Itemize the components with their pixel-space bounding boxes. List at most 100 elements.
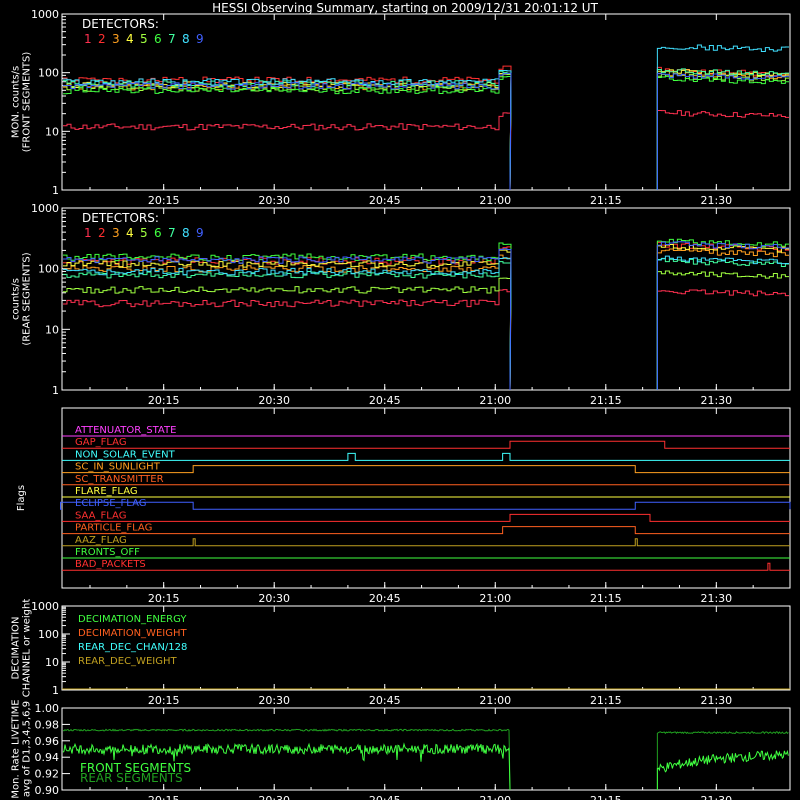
y-tick-label: 1000 [31, 202, 59, 215]
y-tick-label: 10 [45, 323, 59, 336]
legend-detector-4: 4 [126, 32, 134, 46]
series-line-detector-8 [63, 255, 789, 391]
decimation-y-axis-label: DECIMATION CHANNEL or weight [11, 599, 33, 698]
x-tick-label: 20:15 [148, 592, 180, 605]
flag-label: AAZ_FLAG [75, 535, 127, 546]
x-tick-label: 21:15 [590, 592, 622, 605]
y-axis-label-line: avg of D1,3,4,5,6,9 [22, 701, 33, 797]
x-tick-label: 21:15 [590, 794, 622, 800]
series-line-detector-1 [63, 109, 789, 191]
flag-label: NON_SOLAR_EVENT [75, 449, 176, 460]
x-tick-label: 21:30 [700, 694, 732, 707]
y-axis-label-line: Flags [16, 485, 27, 511]
legend-detector-3: 3 [112, 32, 120, 46]
flag-label: FLARE_FLAG [75, 486, 138, 497]
y-tick-label: 100 [38, 628, 59, 641]
y-tick-label: 0.94 [35, 751, 60, 764]
y-axis-label-line: Mon. Rate LIVETIME [11, 699, 22, 798]
x-tick-label: 21:30 [700, 592, 732, 605]
decimation-legend-item: DECIMATION_WEIGHT [78, 628, 187, 639]
x-tick-label: 21:15 [590, 394, 622, 407]
x-tick-label: 20:15 [148, 794, 180, 800]
y-tick-label: 1.00 [35, 702, 60, 715]
y-tick-label: 0.92 [35, 768, 60, 781]
y-tick-label: 1 [52, 184, 59, 197]
rear-panel-frame [61, 207, 791, 391]
x-tick-label: 21:15 [590, 194, 622, 207]
legend-detector-1: 1 [84, 226, 92, 240]
x-tick-label: 20:15 [148, 394, 180, 407]
x-tick-label: 21:30 [700, 794, 732, 800]
legend-detector-3: 3 [112, 226, 120, 240]
legend-detector-2: 2 [98, 226, 106, 240]
series-line-detector-4 [63, 244, 789, 391]
x-tick-label: 21:00 [479, 194, 511, 207]
flag-label: GAP_FLAG [75, 437, 127, 448]
livetime-panel-frame [61, 707, 791, 791]
x-tick-label: 20:30 [258, 694, 290, 707]
flag-label: PARTICLE_FLAG [75, 523, 152, 534]
x-tick-label: 20:45 [369, 694, 401, 707]
flag-line-eclipse-flag [60, 501, 791, 510]
y-tick-label: 1 [52, 384, 59, 397]
flag-line-sc-in-sunlight [62, 465, 790, 474]
figure-title: HESSI Observing Summary, starting on 200… [212, 1, 598, 15]
x-tick-label: 20:45 [369, 194, 401, 207]
flag-line-aaz-flag [62, 538, 790, 547]
x-tick-label: 20:30 [258, 194, 290, 207]
flag-label: SC_IN_SUNLIGHT [75, 462, 161, 473]
flag-line-bad-packets [62, 562, 790, 571]
x-tick-label: 21:00 [479, 794, 511, 800]
y-axis-label-line: (REAR SEGMENTS) [22, 252, 33, 345]
x-tick-label: 20:15 [148, 194, 180, 207]
legend-detector-9: 9 [196, 226, 204, 240]
legend-detector-6: 6 [154, 226, 162, 240]
x-tick-label: 20:45 [369, 794, 401, 800]
flag-label: SC_TRANSMITTER [75, 474, 164, 485]
x-tick-label: 20:45 [369, 394, 401, 407]
y-axis-label-line: MON. counts/s [11, 66, 22, 138]
y-axis-label-line: counts/s [11, 278, 22, 320]
y-tick-label: 1000 [31, 8, 59, 21]
series-line-detector-9 [63, 241, 789, 391]
y-tick-label: 10 [45, 656, 59, 669]
x-tick-label: 21:30 [700, 194, 732, 207]
flag-line-non-solar-event [62, 452, 790, 461]
series-line-detector-1 [63, 289, 789, 391]
flag-label: SAA_FLAG [75, 510, 126, 521]
x-tick-label: 21:30 [700, 394, 732, 407]
decimation-legend-item: DECIMATION_ENERGY [78, 614, 187, 625]
front-panel-frame [61, 13, 791, 191]
y-tick-label: 1000 [31, 600, 59, 613]
livetime-legend-item: FRONT SEGMENTS [80, 761, 191, 775]
y-axis-label-line: (FRONT SEGMENTS) [22, 52, 33, 153]
front-y-axis-label: MON. counts/s (FRONT SEGMENTS) [11, 52, 33, 153]
flag-line-saa-flag [62, 513, 790, 522]
y-tick-label: 100 [38, 263, 59, 276]
x-tick-label: 20:30 [258, 592, 290, 605]
flags-y-axis-label: Flags [16, 485, 27, 511]
legend-detector-4: 4 [126, 226, 134, 240]
legend-detector-7: 7 [168, 226, 176, 240]
y-tick-label: 0.98 [35, 718, 60, 731]
y-tick-label: 1 [52, 684, 59, 697]
plot-panels: 20:15 20:30 20:45 21:00 21:15 21:30 MON. count… [11, 8, 791, 800]
y-axis-label-line: DECIMATION [11, 616, 22, 679]
flags-panel-frame [61, 407, 791, 589]
rear-y-axis-label: counts/s (REAR SEGMENTS) [11, 252, 33, 345]
x-tick-label: 20:30 [258, 794, 290, 800]
legend-detector-8: 8 [182, 226, 190, 240]
x-tick-label: 21:00 [479, 394, 511, 407]
legend-detector-1: 1 [84, 32, 92, 46]
livetime-series-front [62, 742, 789, 791]
legend-detector-7: 7 [168, 32, 176, 46]
flag-line-particle-flag [62, 526, 790, 535]
decimation-legend-item: REAR_DEC_CHAN/128 [78, 642, 187, 653]
y-axis-label-line: CHANNEL or weight [22, 599, 33, 698]
flag-label: ECLIPSE_FLAG [75, 498, 146, 509]
y-tick-label: 100 [38, 67, 59, 80]
flag-label: FRONTS_OFF [75, 547, 140, 558]
legend-detector-5: 5 [140, 226, 148, 240]
livetime-series-rear [62, 728, 789, 791]
